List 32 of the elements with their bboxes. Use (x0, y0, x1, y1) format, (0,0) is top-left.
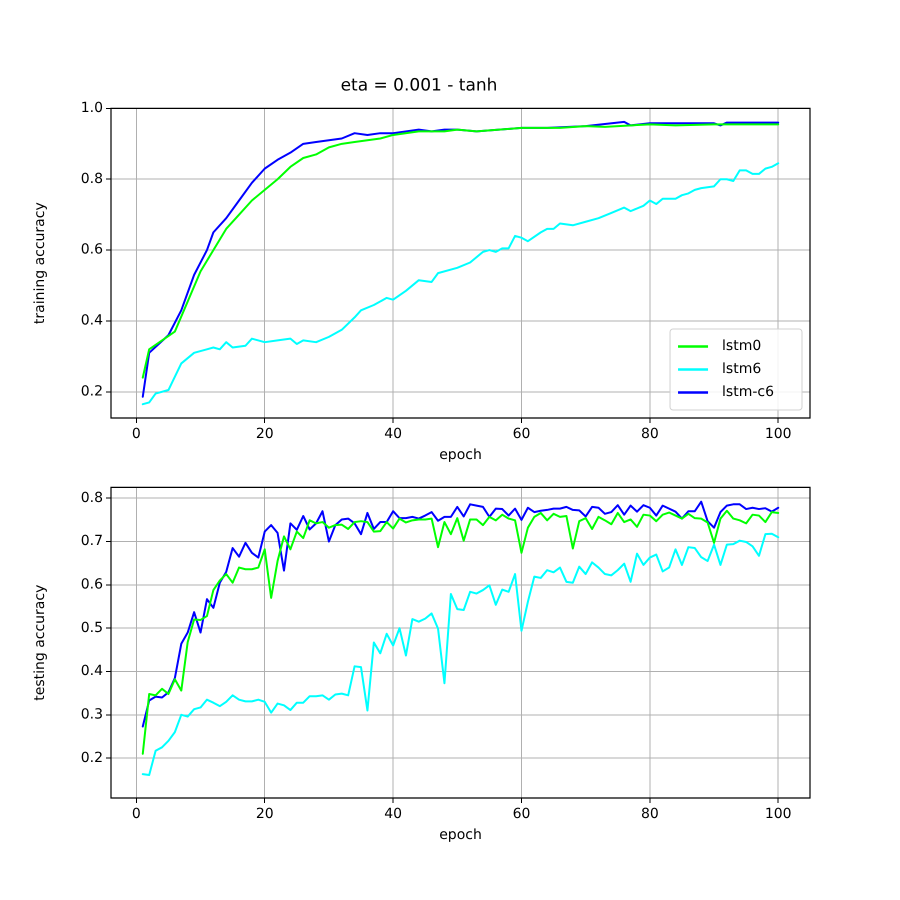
x-tick-label: 0 (132, 806, 141, 822)
x-tick-label: 0 (132, 426, 141, 442)
y-tick-label: 0.4 (80, 312, 104, 329)
y-tick-label: 0.2 (80, 383, 103, 400)
x-tick-label: 80 (640, 806, 659, 822)
x-tick-label: 100 (764, 426, 792, 442)
x-tick-label: 100 (764, 806, 792, 822)
y-tick-label: 1.0 (80, 100, 103, 116)
x-axis-title: epoch (439, 447, 482, 464)
legend-label: lstm6 (722, 361, 762, 378)
x-tick-label: 60 (512, 806, 530, 822)
y-tick-label: 0.6 (80, 576, 104, 593)
y-tick-label: 0.5 (80, 620, 103, 636)
x-tick-label: 60 (512, 426, 530, 442)
y-tick-label: 0.8 (80, 490, 103, 506)
chart-title: eta = 0.001 - tanh (340, 76, 498, 96)
x-axis-title: epoch (439, 827, 482, 844)
x-tick-label: 80 (640, 426, 659, 442)
y-tick-label: 0.2 (80, 750, 103, 766)
legend-label: lstm-c6 (722, 384, 774, 400)
y-axis-title: training accuracy (32, 202, 48, 324)
legend-label: lstm0 (722, 338, 762, 354)
y-tick-label: 0.8 (80, 170, 103, 187)
x-tick-label: 20 (256, 806, 274, 822)
y-axis-title: testing accuracy (32, 584, 48, 701)
y-tick-label: 0.3 (80, 706, 103, 722)
y-tick-label: 0.4 (80, 663, 104, 680)
x-tick-label: 40 (384, 806, 402, 822)
y-tick-label: 0.7 (80, 533, 103, 550)
x-tick-label: 40 (384, 426, 402, 442)
y-tick-label: 0.6 (80, 242, 104, 258)
x-tick-label: 20 (256, 426, 274, 442)
